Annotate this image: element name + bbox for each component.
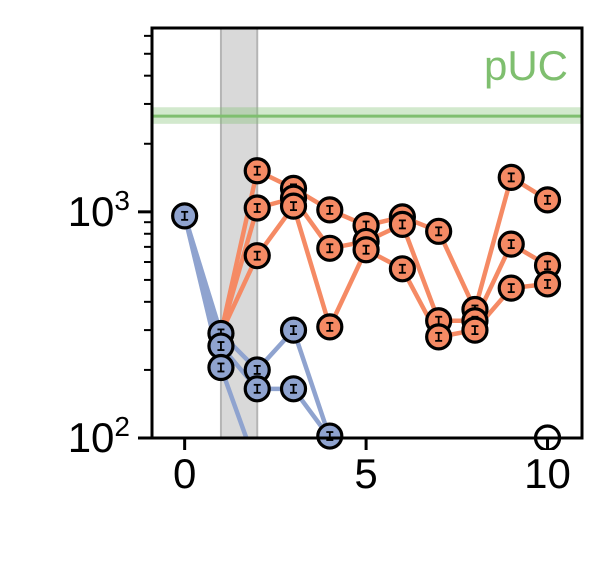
x-tick-label-1: 5 — [354, 450, 377, 497]
series-1-point-26 — [533, 270, 562, 298]
series-0-line-3 — [219, 327, 332, 438]
series-1-point-13 — [388, 210, 416, 239]
series-1-point-5 — [279, 192, 308, 220]
series-1-point-15 — [425, 217, 453, 245]
series-1-point-17 — [425, 323, 453, 351]
series-1-point-23 — [497, 274, 525, 302]
series-0-point-3 — [207, 353, 235, 382]
series-1-point-14 — [388, 255, 416, 283]
axis-ticks-layer: 0 5 10 102 103 — [68, 34, 571, 497]
series-1-line-2 — [218, 203, 548, 340]
series-0-point-5 — [243, 375, 271, 403]
series-0-point-6 — [279, 316, 308, 344]
series-1-point-0 — [243, 157, 271, 185]
data-points-layer — [171, 157, 562, 450]
series-1-point-2 — [243, 242, 271, 270]
series-1-point-21 — [497, 163, 525, 192]
y-tick-label-1: 103 — [68, 185, 130, 235]
series-1-point-22 — [497, 230, 525, 258]
reference-line-label: pUC — [484, 42, 568, 89]
series-0-line-4 — [219, 344, 332, 438]
series-1-line-1 — [218, 195, 549, 335]
x-tick-label-0: 0 — [173, 450, 196, 497]
series-0-point-0 — [171, 202, 199, 230]
series-0-point-8 — [316, 422, 344, 450]
series-1-point-7 — [316, 234, 344, 262]
series-0-point-7 — [279, 375, 308, 403]
series-1-point-1 — [243, 194, 271, 222]
series-1-point-8 — [316, 313, 344, 341]
series-1-point-6 — [316, 196, 344, 224]
x-tick-label-2: 10 — [524, 450, 571, 497]
series-1-point-11 — [352, 236, 380, 264]
series-lines-layer — [182, 168, 549, 438]
y-tick-label-0: 102 — [68, 411, 130, 461]
series-1-point-24 — [533, 186, 562, 214]
reference-line-layer — [152, 107, 582, 124]
series-1-point-20 — [461, 316, 489, 344]
series-1-line-0 — [218, 168, 549, 334]
